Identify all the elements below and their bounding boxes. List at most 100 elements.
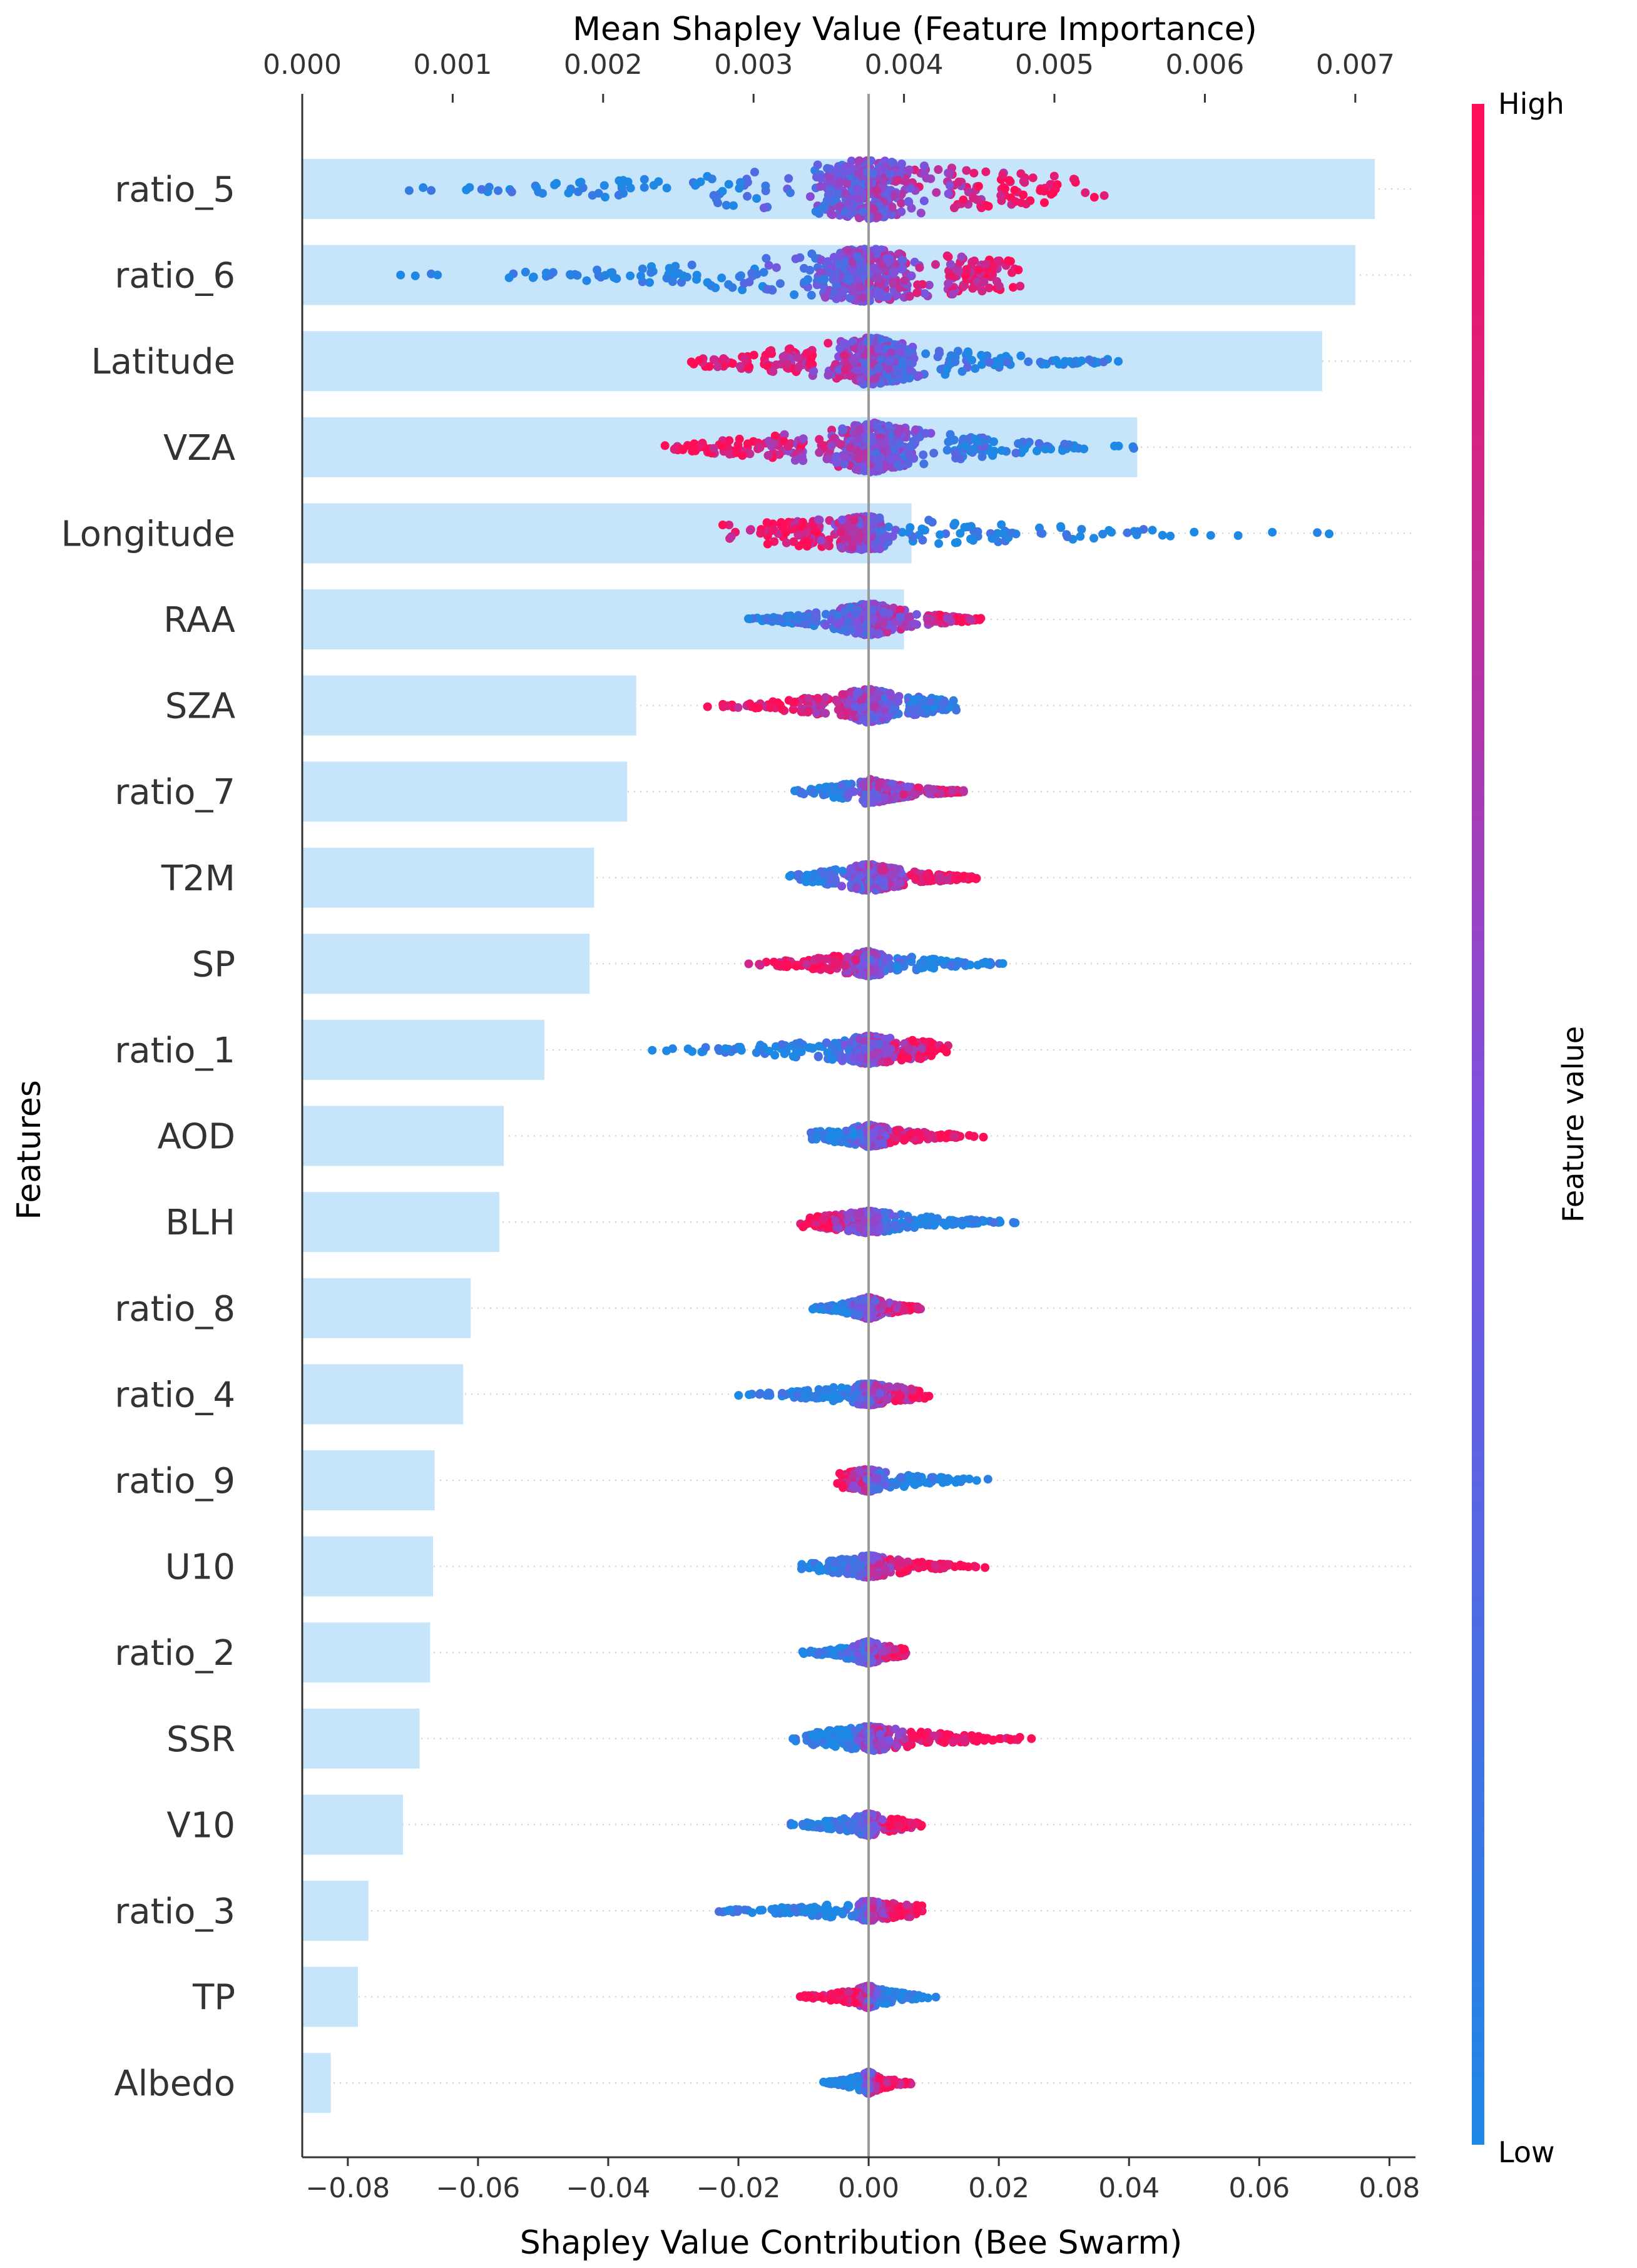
swarm-point xyxy=(973,527,982,536)
swarm-point xyxy=(926,174,936,183)
swarm-point xyxy=(946,260,955,269)
swarm-point xyxy=(767,441,776,450)
swarm-point xyxy=(1129,444,1138,453)
swarm-point xyxy=(433,270,442,280)
swarm-point xyxy=(859,796,868,805)
swarm-point xyxy=(902,177,911,186)
swarm-point xyxy=(883,292,892,302)
swarm-point xyxy=(810,613,820,622)
swarm-point xyxy=(729,201,738,210)
swarm-point xyxy=(957,367,967,376)
swarm-point xyxy=(889,277,897,287)
swarm-point xyxy=(507,187,516,196)
swarm-point xyxy=(1079,444,1089,454)
swarm-point xyxy=(962,166,971,175)
swarm-point xyxy=(566,270,575,280)
swarm-point xyxy=(951,875,960,884)
swarm-point xyxy=(924,516,934,525)
swarm-point xyxy=(851,465,860,474)
swarm-point xyxy=(848,542,857,552)
swarm-point xyxy=(911,425,920,434)
swarm-point xyxy=(855,156,864,165)
swarm-point xyxy=(852,184,862,193)
swarm-point xyxy=(919,459,929,469)
swarm-point xyxy=(1099,357,1108,367)
swarm-point xyxy=(891,526,900,535)
swarm-point xyxy=(1060,439,1069,449)
swarm-point xyxy=(797,788,806,796)
swarm-point xyxy=(887,158,897,167)
swarm-point xyxy=(1110,441,1119,450)
swarm-point xyxy=(909,619,919,629)
swarm-point xyxy=(750,168,759,176)
swarm-point xyxy=(823,257,832,266)
swarm-point xyxy=(895,613,905,622)
swarm-point xyxy=(845,275,854,285)
swarm-point xyxy=(911,873,920,883)
swarm-point xyxy=(989,262,998,270)
swarm-point xyxy=(1061,357,1069,366)
swarm-point xyxy=(762,614,771,624)
swarm-point xyxy=(967,355,977,365)
swarm-point xyxy=(931,260,940,269)
importance-bar-SZA xyxy=(302,675,636,736)
swarm-point xyxy=(775,279,785,288)
swarm-point xyxy=(812,528,822,537)
swarm-point xyxy=(951,519,960,528)
swarm-point xyxy=(1004,176,1014,185)
swarm-point xyxy=(1325,529,1334,539)
swarm-point xyxy=(895,878,905,888)
swarm-point xyxy=(744,614,753,623)
swarm-point xyxy=(817,174,826,183)
swarm-Longitude xyxy=(718,512,1334,554)
swarm-point xyxy=(1004,256,1013,265)
swarm-point xyxy=(717,273,727,283)
swarm-point xyxy=(977,203,986,213)
swarm-point xyxy=(582,276,591,285)
swarm-point xyxy=(767,346,776,355)
swarm-point xyxy=(924,616,933,624)
swarm-point xyxy=(834,620,843,629)
swarm-point xyxy=(879,619,888,628)
swarm-point xyxy=(940,698,949,708)
importance-bar-V10 xyxy=(302,1794,404,1855)
swarm-point xyxy=(1039,186,1049,196)
swarm-point xyxy=(575,178,584,187)
swarm-point xyxy=(462,185,471,195)
swarm-ratio_7 xyxy=(790,775,968,808)
swarm-point xyxy=(573,187,583,196)
swarm-point xyxy=(886,455,895,464)
swarm-point xyxy=(876,335,885,344)
swarm-point xyxy=(843,699,852,709)
swarm-point xyxy=(932,188,941,197)
swarm-point xyxy=(997,446,1006,455)
swarm-point xyxy=(870,702,879,711)
swarm-point xyxy=(870,713,879,723)
swarm-point xyxy=(1011,449,1021,458)
swarm-point xyxy=(783,442,793,451)
swarm-point xyxy=(949,435,959,445)
swarm-point xyxy=(678,445,688,454)
swarm-point xyxy=(1051,355,1061,365)
swarm-point xyxy=(766,703,775,713)
swarm-point xyxy=(998,170,1007,180)
swarm-point xyxy=(958,282,967,292)
swarm-point xyxy=(1010,186,1019,195)
swarm-point xyxy=(905,450,914,460)
swarm-point xyxy=(785,188,795,198)
swarm-point xyxy=(840,365,850,374)
swarm-point xyxy=(851,609,860,618)
swarm-point xyxy=(837,781,846,790)
swarm-point xyxy=(865,420,875,429)
swarm-point xyxy=(936,789,946,798)
swarm-point xyxy=(830,195,840,205)
swarm-point xyxy=(1069,175,1078,184)
swarm-point xyxy=(903,782,912,791)
swarm-point xyxy=(921,349,931,359)
swarm-point xyxy=(834,611,842,620)
swarm-point xyxy=(713,198,722,208)
swarm-point xyxy=(802,870,812,880)
importance-bar-ratio_9 xyxy=(302,1450,435,1510)
swarm-point xyxy=(1056,522,1065,531)
swarm-point xyxy=(1049,188,1058,198)
